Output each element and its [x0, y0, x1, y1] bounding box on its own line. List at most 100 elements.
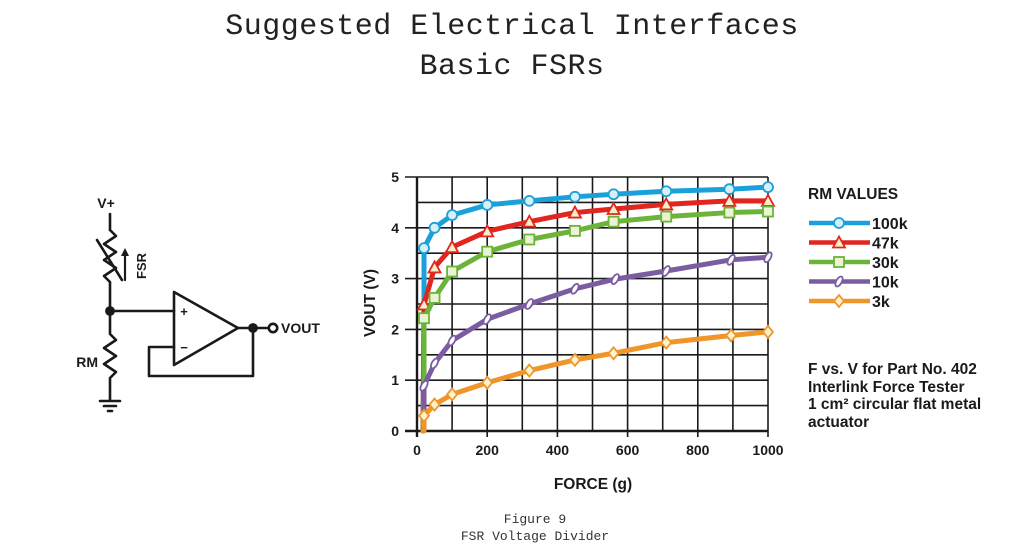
x-tick-label: 800 [686, 442, 710, 458]
diamond-marker-icon [523, 363, 536, 378]
series-line [420, 209, 771, 434]
circle-marker-icon [428, 221, 441, 234]
square-marker-icon [481, 245, 494, 258]
legend-item-100k: 100k [809, 216, 908, 233]
legend-item-3k: 3k [809, 293, 890, 311]
circle-marker-icon [660, 185, 673, 198]
triangle-marker-icon [567, 204, 583, 219]
output-terminal-icon [267, 322, 279, 334]
triangle-marker-icon [521, 213, 537, 228]
minus-input-label: − [180, 340, 188, 355]
note-line: actuator [808, 413, 870, 431]
legend-title: RM VALUES [808, 186, 898, 203]
chart-series [416, 181, 776, 434]
x-tick-label: 0 [413, 442, 421, 458]
y-tick-label: 0 [391, 423, 399, 439]
ellipse-marker-icon [610, 273, 620, 285]
diamond-marker-icon [417, 408, 431, 424]
ground-icon [98, 399, 122, 413]
series-100k [418, 181, 774, 434]
fsr-variable-slash [95, 238, 124, 282]
triangle-marker-icon [606, 201, 622, 215]
plus-input-label: + [180, 304, 188, 319]
legend-label: 47k [872, 236, 899, 253]
triangle-marker-icon [427, 259, 443, 274]
x-axis-label: FORCE (g) [554, 476, 632, 493]
circle-marker-icon [481, 199, 494, 211]
series-line [420, 184, 771, 434]
x-tick-label: 400 [546, 442, 570, 458]
x-tick-label: 1000 [752, 442, 783, 458]
diamond-marker-icon [607, 345, 620, 361]
note-line: F vs. V for Part No. 402 [808, 361, 977, 378]
legend-label: 30k [872, 255, 899, 272]
circle-marker-icon [446, 209, 459, 222]
legend-item-30k: 30k [809, 255, 899, 272]
square-marker-icon [607, 215, 620, 228]
square-marker-icon [569, 224, 581, 237]
diamond-marker-icon [761, 324, 775, 340]
ellipse-marker-icon [763, 251, 773, 264]
note-line: Interlink Force Tester [808, 378, 965, 396]
triangle-marker-icon [721, 192, 737, 207]
supply-label: V+ [97, 195, 115, 211]
circle-marker-icon [418, 242, 430, 255]
circle-marker-icon [723, 183, 736, 196]
triangle-marker-icon [416, 296, 432, 311]
ellipse-marker-icon [570, 282, 580, 295]
ellipse-marker-icon [482, 313, 492, 326]
circle-marker-icon [762, 181, 774, 194]
chart-axes: 0 200 400 600 800 1000 0 1 2 3 4 5 [391, 169, 784, 458]
chart-legend: RM VALUES 100k 47k 30k 10k 3k [808, 186, 908, 311]
circuit-diagram: V+ FSR RM + − VOUT [76, 195, 320, 413]
square-marker-icon [418, 312, 430, 325]
triangle-marker-icon [479, 223, 495, 238]
legend-label: 10k [872, 275, 899, 292]
legend-item-47k: 47k [809, 234, 899, 253]
ellipse-marker-icon [430, 357, 440, 370]
diamond-marker-icon [481, 375, 494, 391]
circle-marker-icon [833, 217, 845, 229]
ellipse-marker-icon [447, 334, 457, 347]
series-47k [416, 192, 776, 434]
legend-item-10k: 10k [809, 275, 899, 292]
feedback-wire [147, 326, 255, 378]
diamond-marker-icon [445, 387, 459, 402]
ellipse-marker-icon [661, 265, 671, 277]
square-marker-icon [762, 205, 774, 218]
y-axis-label: VOUT (V) [362, 269, 379, 337]
y-tick-label: 4 [391, 220, 399, 236]
x-tick-label: 200 [476, 442, 500, 458]
legend-label: 100k [872, 216, 908, 233]
y-tick-label: 1 [391, 372, 399, 388]
y-tick-label: 5 [391, 169, 399, 185]
circle-marker-icon [523, 194, 536, 207]
ellipse-marker-icon [524, 298, 534, 310]
ellipse-marker-icon [834, 275, 844, 288]
figure-number: Figure 9 [503, 512, 567, 527]
series-30k [418, 205, 774, 434]
legend-label: 3k [872, 294, 890, 311]
series-10k [419, 251, 773, 434]
triangle-marker-icon [831, 234, 847, 249]
circle-marker-icon [569, 190, 581, 203]
op-amp-icon [172, 290, 240, 367]
ellipse-marker-icon [726, 253, 736, 266]
fsr-resistor-icon [102, 228, 118, 313]
test-conditions-note: F vs. V for Part No. 402 Interlink Force… [808, 361, 981, 431]
y-tick-label: 3 [391, 271, 399, 287]
diamond-marker-icon [568, 352, 582, 368]
rm-label: RM [76, 354, 98, 370]
y-tick-label: 2 [391, 321, 399, 337]
series-3k [417, 324, 775, 434]
series-line [420, 254, 771, 434]
page-subtitle: Basic FSRs [419, 50, 605, 84]
square-marker-icon [523, 233, 536, 246]
series-line [420, 198, 771, 434]
output-label: VOUT [281, 320, 320, 336]
rm-resistor-icon [102, 309, 118, 402]
note-line: 1 cm² circular flat metal [808, 396, 982, 413]
diamond-marker-icon [660, 335, 673, 351]
triangle-marker-icon [658, 196, 674, 211]
